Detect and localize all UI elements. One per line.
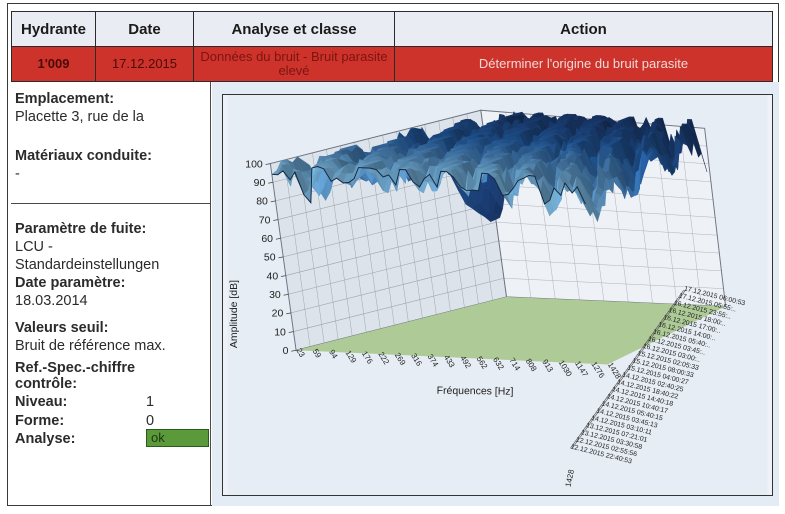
svg-text:30: 30 <box>269 290 281 301</box>
svg-text:40: 40 <box>267 271 279 282</box>
svg-text:60: 60 <box>261 234 273 245</box>
svg-text:20: 20 <box>272 309 284 320</box>
svg-text:70: 70 <box>259 215 271 226</box>
svg-text:100: 100 <box>245 159 263 170</box>
svg-text:0: 0 <box>283 346 289 357</box>
svg-text:80: 80 <box>256 197 268 208</box>
svg-text:Fréquences [Hz]: Fréquences [Hz] <box>437 386 514 398</box>
svg-text:90: 90 <box>254 178 266 189</box>
svg-text:Amplitude [dB]: Amplitude [dB] <box>229 280 240 348</box>
svg-text:50: 50 <box>264 253 276 264</box>
svg-text:10: 10 <box>274 327 286 338</box>
